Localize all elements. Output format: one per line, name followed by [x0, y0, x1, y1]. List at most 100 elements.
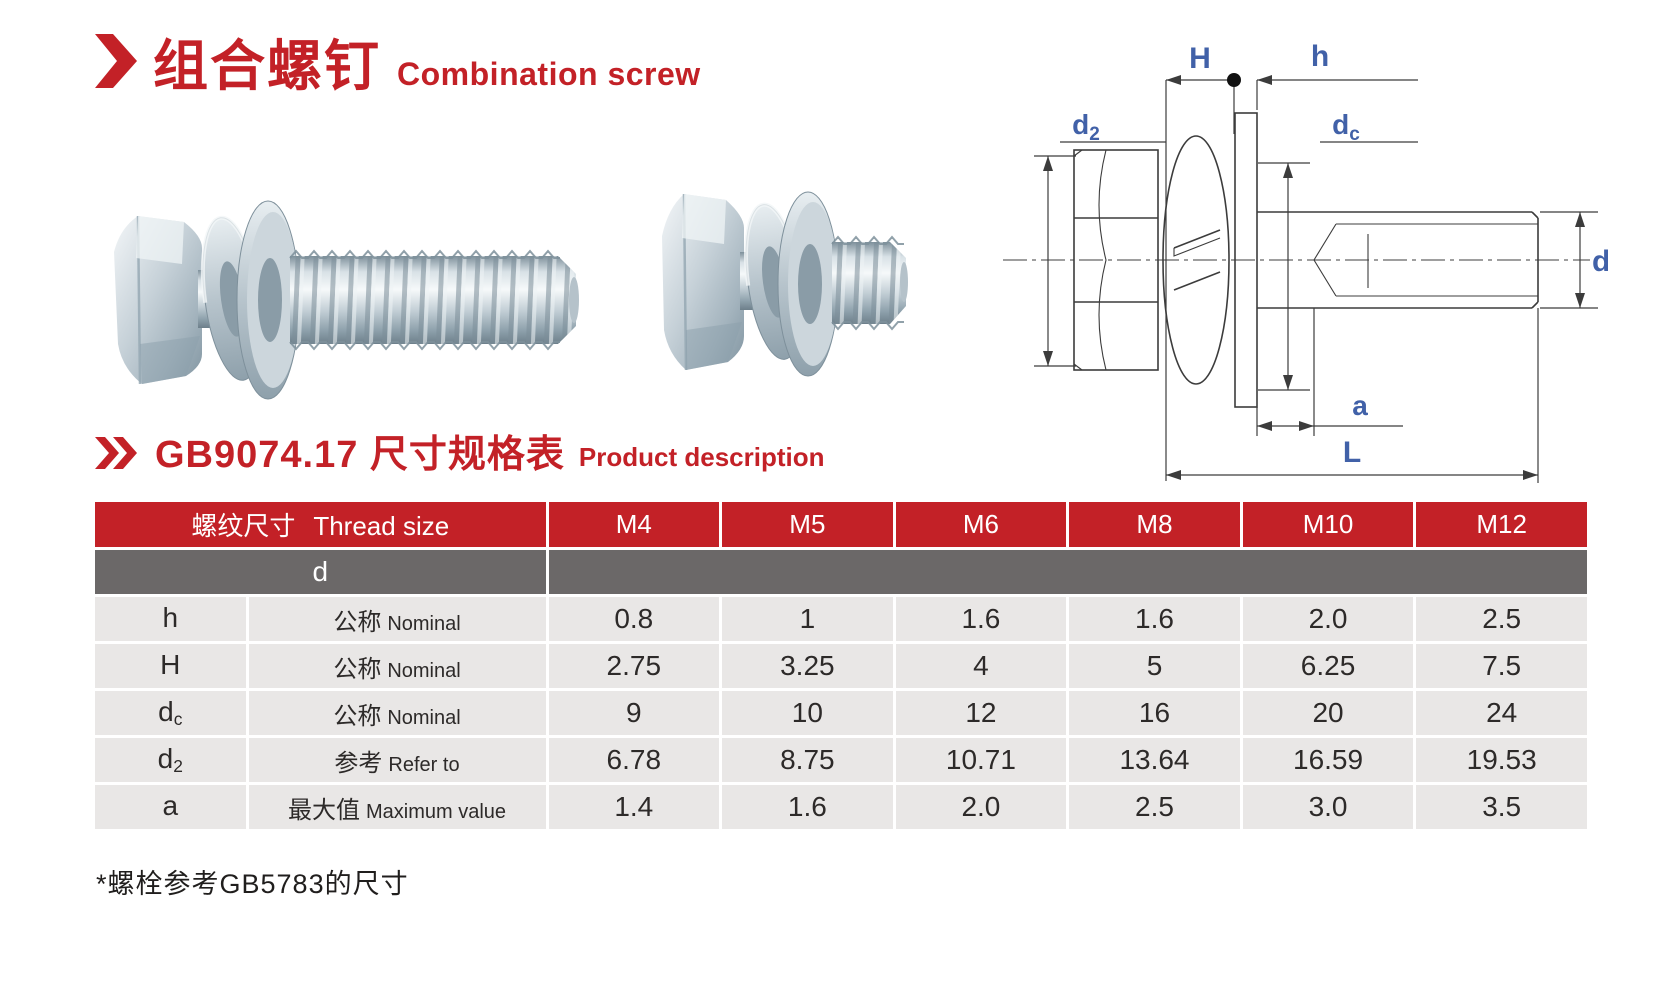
desc-zh: 公称 [333, 608, 382, 636]
label-d2-sub: 2 [1089, 124, 1100, 145]
dimension-dc: dc [1258, 109, 1418, 391]
table-header-row: 螺纹尺寸 Thread size M4 M5 M6 M8 M10 M12 [95, 502, 1587, 547]
dimension-H-h: H h [1165, 40, 1418, 481]
param-letter: d [157, 743, 174, 775]
threaded-shaft [289, 249, 579, 351]
desc-cell: 公称 Nominal [248, 597, 546, 641]
desc-cell: 最大值 Maximum value [248, 785, 546, 829]
hex-head [114, 215, 202, 385]
label-dc-base: d [1332, 109, 1349, 140]
value-cell: 6.25 [1242, 644, 1414, 688]
dimension-a: a [1256, 308, 1403, 436]
value-cell: 10 [722, 691, 893, 735]
label-h: h [1311, 40, 1329, 73]
size-header-m6: M6 [895, 502, 1067, 547]
desc-en: Nominal [387, 706, 461, 729]
page-title-en: Combination screw [397, 56, 701, 92]
value-cell: 9 [548, 691, 720, 735]
table-row-a: a 最大值 Maximum value 1.4 1.6 2.0 2.5 3.0 3… [95, 785, 1587, 829]
size-header-m5: M5 [722, 502, 893, 547]
chevron-right-icon [95, 34, 137, 88]
desc-en: Maximum value [365, 800, 507, 823]
param-letter: H [160, 649, 181, 681]
desc-cell: 公称 Nominal [248, 691, 546, 735]
combination-screw-photo-short [662, 191, 908, 377]
technical-drawing: H h d2 dc [1003, 40, 1608, 483]
label-a: a [1352, 390, 1368, 421]
desc-zh: 公称 [333, 655, 382, 683]
param-subscript: 2 [173, 755, 183, 776]
param-cell: d2 [95, 738, 246, 782]
dimension-L: L [1166, 308, 1539, 483]
value-cell: 16 [1069, 691, 1240, 735]
value-cell: 16.59 [1242, 738, 1414, 782]
dimension-d2: d2 [1034, 109, 1166, 367]
page-title: 组合螺钉 Combination screw [95, 34, 701, 94]
table-row-H: H 公称 Nominal 2.75 3.25 4 5 6.25 7.5 [95, 644, 1587, 688]
value-cell: 2.75 [548, 644, 720, 688]
dimension-d: d [1540, 211, 1608, 309]
label-dc: dc [1332, 109, 1360, 145]
table-row-h: h 公称 Nominal 0.8 1 1.6 1.6 2.0 2.5 [95, 597, 1587, 641]
value-cell: 1.6 [1069, 597, 1240, 641]
flat-washer [777, 191, 839, 377]
value-cell: 1.6 [895, 597, 1067, 641]
value-cell: 20 [1242, 691, 1414, 735]
value-cell: 3.25 [722, 644, 893, 688]
label-L: L [1343, 436, 1361, 469]
desc-zh: 最大值 [287, 796, 360, 824]
value-cell: 3.5 [1416, 785, 1587, 829]
subheader-d-cell: d [95, 550, 546, 594]
label-d: d [1592, 245, 1608, 278]
flat-washer [236, 200, 300, 400]
size-header-m12: M12 [1416, 502, 1587, 547]
value-cell: 6.78 [548, 738, 720, 782]
param-cell: H [95, 644, 246, 688]
value-cell: 1.4 [548, 785, 720, 829]
size-header-m4: M4 [548, 502, 720, 547]
value-cell: 1.6 [722, 785, 893, 829]
flat-washer-outline [1234, 112, 1258, 408]
thread-size-zh: 螺纹尺寸 [191, 511, 296, 541]
spec-table: 螺纹尺寸 Thread size M4 M5 M6 M8 M10 M12 d h … [92, 499, 1590, 832]
desc-zh: 参考 [334, 749, 383, 777]
spring-washer-outline [1162, 135, 1230, 385]
footnote: *螺栓参考GB5783的尺寸 [96, 869, 409, 899]
label-dc-sub: c [1349, 124, 1360, 145]
table-subheader-row: d [95, 550, 1587, 594]
value-cell: 10.71 [895, 738, 1067, 782]
bolt-shaft-outline [1257, 211, 1539, 309]
value-cell: 19.53 [1416, 738, 1587, 782]
threaded-shaft [831, 235, 908, 331]
section-title-zh: GB9074.17 尺寸规格表 [155, 434, 565, 476]
page-title-zh: 组合螺钉 [153, 35, 382, 97]
section-title-en: Product description [578, 442, 825, 472]
desc-en: Nominal [387, 659, 461, 682]
param-cell: dc [95, 691, 246, 735]
hex-head [662, 193, 744, 371]
label-H: H [1189, 42, 1211, 75]
value-cell: 2.0 [895, 785, 1067, 829]
value-cell: 0.8 [548, 597, 720, 641]
desc-en: Nominal [387, 612, 461, 635]
value-cell: 4 [895, 644, 1067, 688]
value-cell: 2.5 [1416, 597, 1587, 641]
desc-en: Refer to [388, 753, 460, 776]
combination-screw-photo-long [114, 200, 579, 400]
param-letter: h [162, 602, 179, 634]
value-cell: 2.0 [1242, 597, 1414, 641]
param-cell: a [95, 785, 246, 829]
desc-cell: 公称 Nominal [248, 644, 546, 688]
section-heading: GB9074.17 尺寸规格表 Product description [95, 436, 825, 474]
table-row-d2: d2 参考 Refer to 6.78 8.75 10.71 13.64 16.5… [95, 738, 1587, 782]
desc-zh: 公称 [333, 702, 382, 730]
junction-dot [1227, 73, 1241, 87]
label-d2: d2 [1072, 109, 1100, 145]
value-cell: 2.5 [1069, 785, 1240, 829]
thread-size-en: Thread size [313, 511, 450, 541]
value-cell: 12 [895, 691, 1067, 735]
desc-cell: 参考 Refer to [248, 738, 546, 782]
value-cell: 7.5 [1416, 644, 1587, 688]
value-cell: 8.75 [722, 738, 893, 782]
